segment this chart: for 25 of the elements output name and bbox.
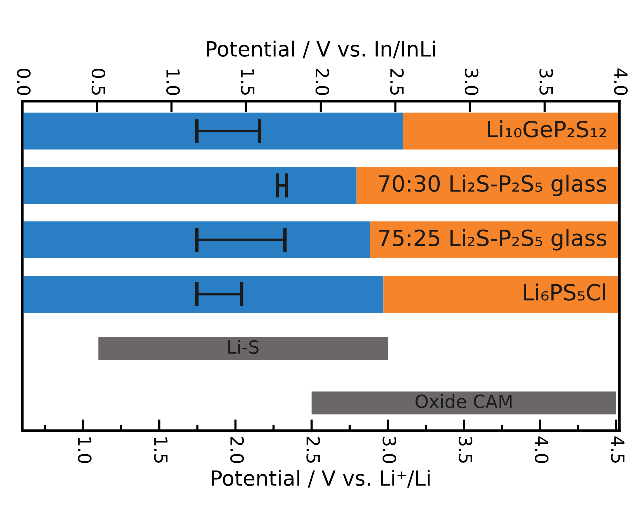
- x-tick-label: 4.5: [611, 436, 625, 463]
- y-tick-label: 70:30 Li₂S-P₂S₅ glass: [379, 174, 606, 196]
- x-tick-label: 1.0: [78, 438, 92, 464]
- x-tick-label: 4.0: [535, 436, 549, 464]
- y-tick-label: Li₁₀GeP₂S₁₂: [488, 120, 606, 138]
- y-tick-label: 75:25 Li₂S-P₂S₅ glass: [379, 229, 606, 251]
- y-tick-label: Li₆PS₅Cl: [524, 284, 606, 301]
- x2-tick-label: 2.0: [316, 69, 330, 96]
- x-axis-title: Potential / V vs. Li⁺/Li: [212, 470, 430, 488]
- x2-tick-label: 0.0: [17, 69, 31, 96]
- x-tick-label: 1.5: [154, 438, 168, 463]
- x2-tick-label: 3.5: [540, 69, 554, 95]
- y-tick-label: Li-S: [228, 340, 259, 354]
- x-tick-label: 2.0: [230, 437, 244, 464]
- x-tick-label: 3.5: [458, 437, 473, 463]
- x2-axis-title: Potential / V vs. In/InLi: [207, 40, 436, 59]
- x-tick-label: 2.5: [306, 437, 320, 463]
- x2-tick-label: 0.5: [92, 69, 106, 95]
- x2-tick-label: 3.0: [465, 69, 479, 96]
- x2-tick-label: 1.5: [241, 70, 255, 95]
- x2-tick-label: 2.5: [390, 69, 404, 95]
- y-tick-label: Oxide CAM: [416, 394, 512, 408]
- x-tick-label: 3.0: [382, 437, 396, 464]
- x2-tick-label: 4.0: [614, 68, 628, 96]
- x2-tick-label: 1.0: [166, 70, 180, 96]
